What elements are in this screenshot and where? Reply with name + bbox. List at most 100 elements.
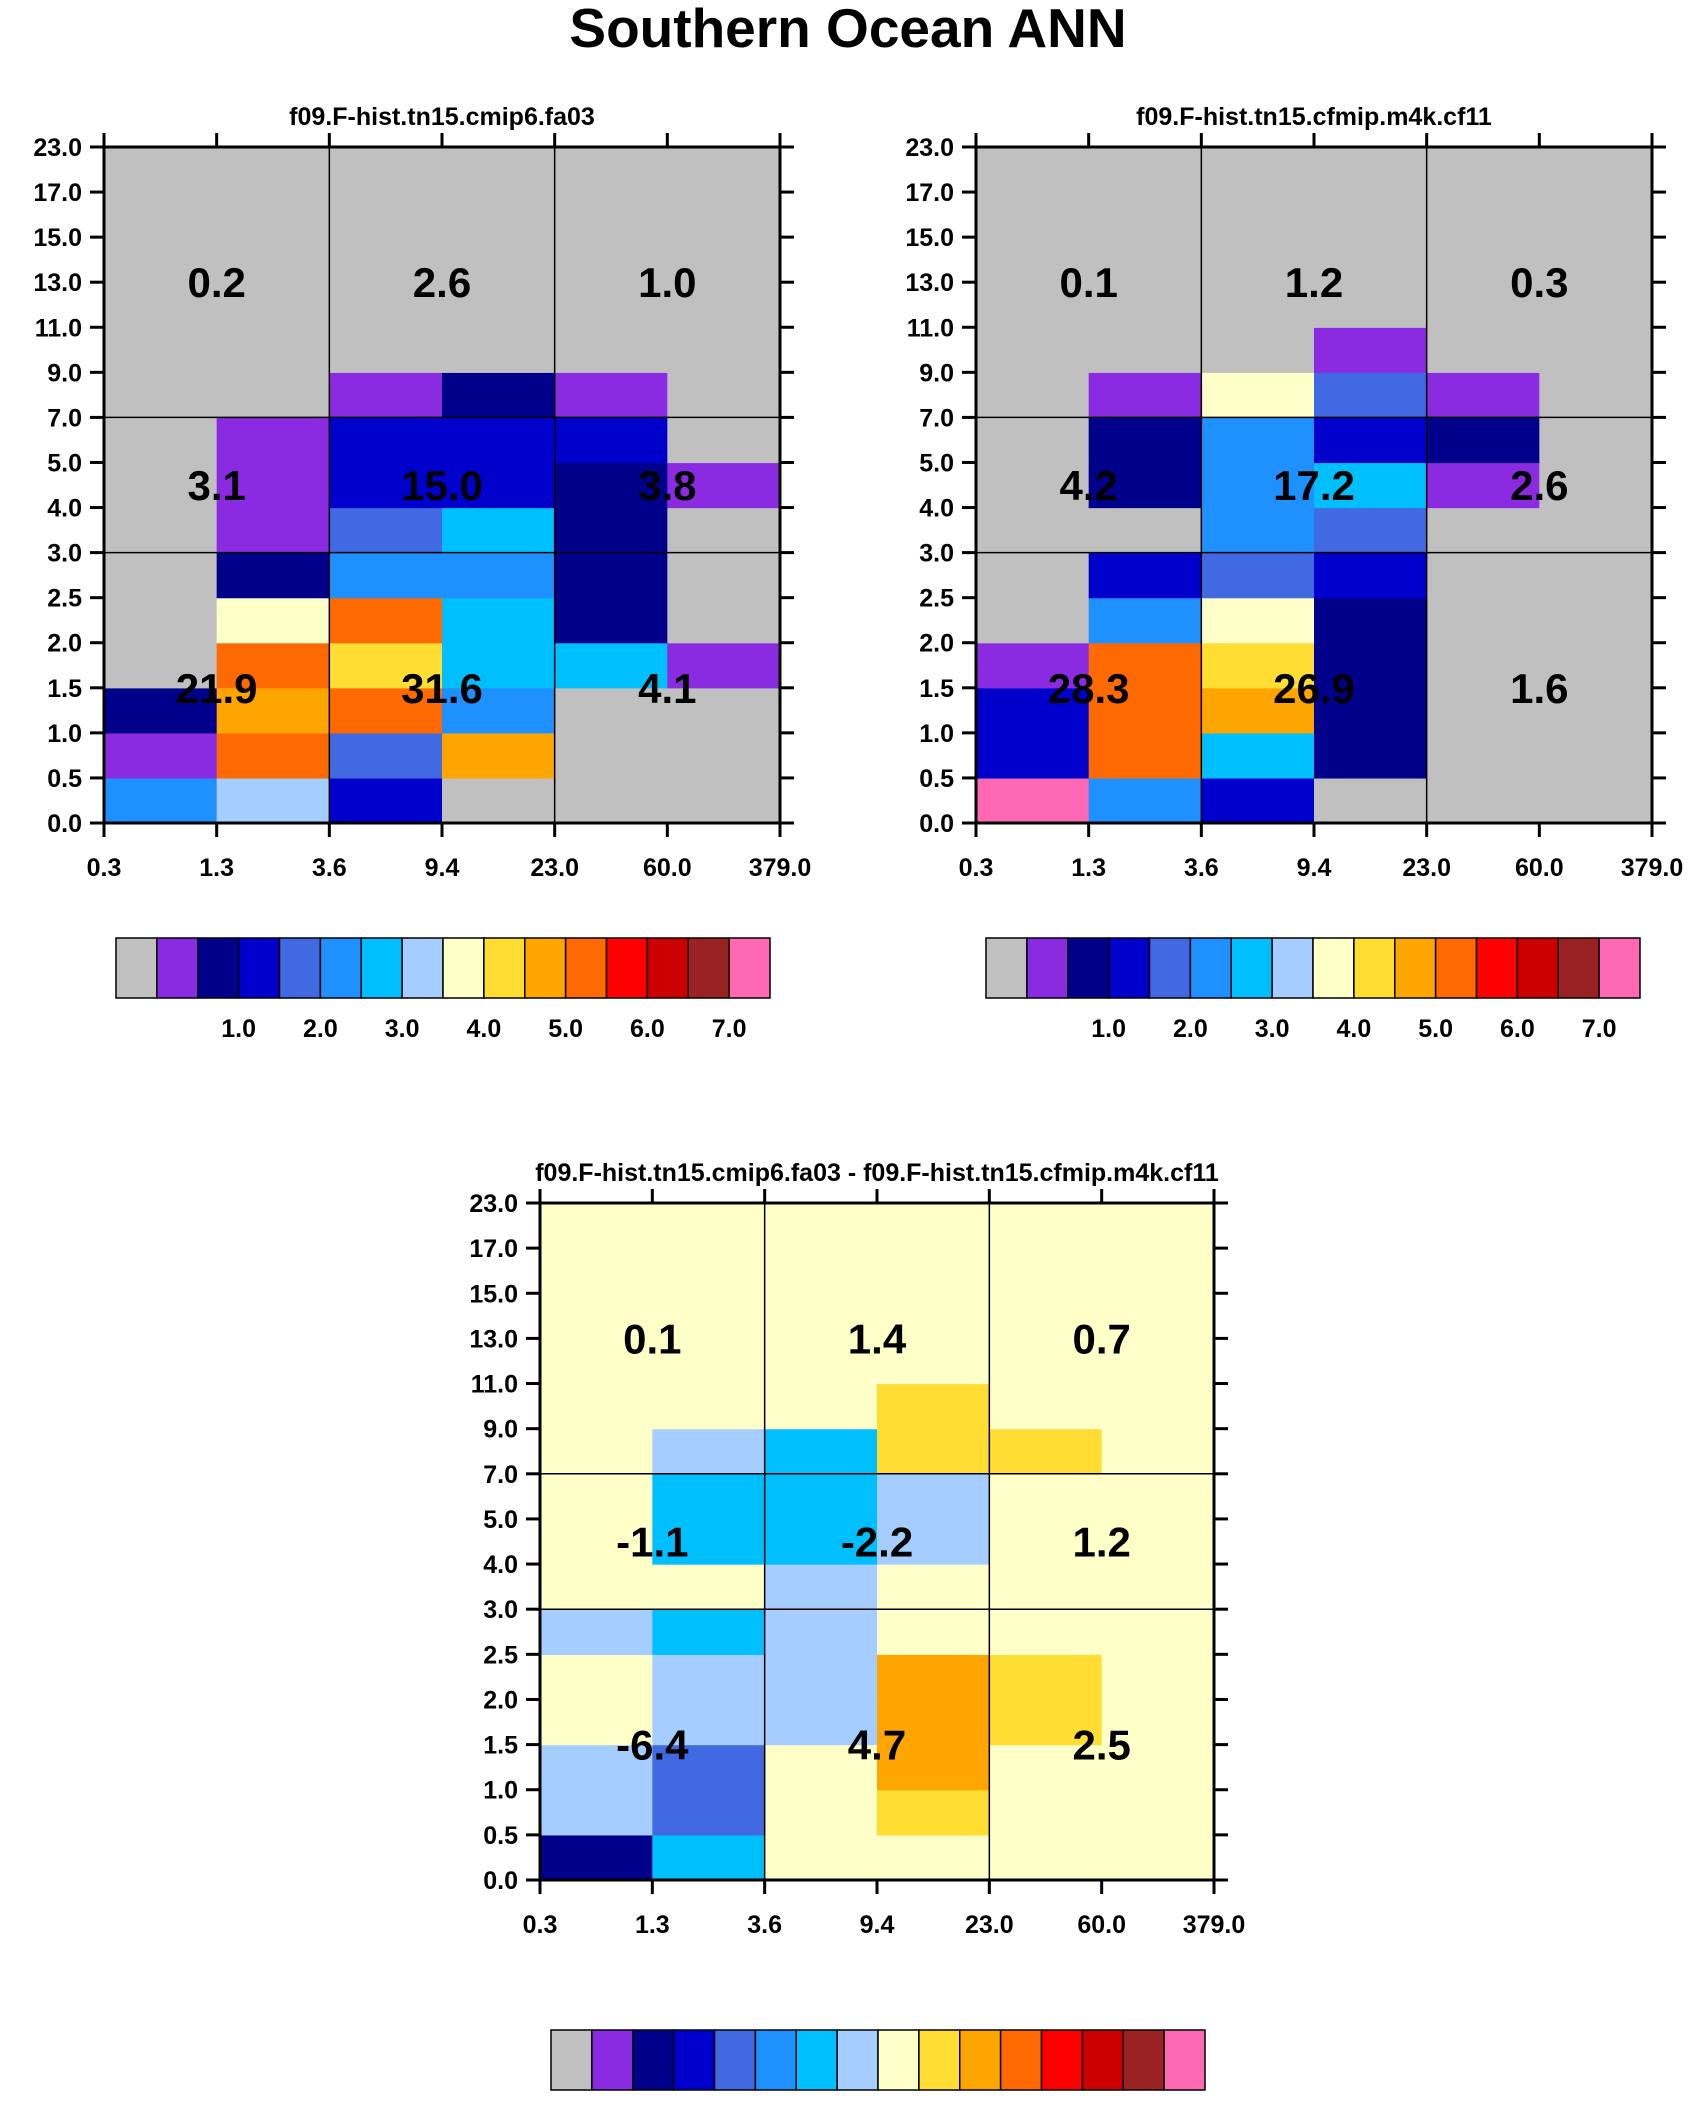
heatmap-cell [329,552,443,599]
heatmap-cell [540,1789,653,1836]
heatmap-cell [667,237,781,283]
heatmap-cell [329,282,443,328]
heatmap-cell [329,507,443,554]
heatmap-cell [554,507,668,554]
heatmap-cell [877,1473,990,1520]
y-tick-label: 17.0 [469,1235,518,1263]
heatmap-cell [442,642,556,689]
heatmap-cell [104,327,218,373]
y-tick-label: 15.0 [469,1280,518,1308]
heatmap-cell [1201,507,1315,554]
y-tick-label: 2.5 [47,585,82,613]
heatmap-cell [1539,372,1653,418]
y-tick-label: 5.0 [919,449,954,477]
heatmap-cell [989,1834,1103,1881]
heatmap-cell [877,1248,990,1294]
heatmap-cell [667,417,781,464]
heatmap-cell [764,1834,878,1881]
heatmap-cell [1201,777,1315,824]
heatmap-cell [216,687,330,734]
heatmap-cell [1088,732,1202,779]
colorbar-swatch [360,937,403,999]
heatmap-cell [667,327,781,373]
heatmap-cell [216,192,330,238]
colorbar-swatch [1434,937,1478,999]
heatmap-cell [1426,237,1540,283]
heatmap-cell [667,597,781,644]
heatmap-cell [877,1383,990,1430]
colorbar-swatch [591,2029,634,2091]
heatmap-cell [554,732,668,779]
heatmap-cell [1101,1383,1215,1430]
y-tick-label: 13.0 [905,269,954,297]
heatmap-cell [989,1744,1103,1791]
heatmap-cell [540,1428,653,1475]
block-value-label: 21.9 [176,665,258,712]
heatmap-cell [1101,1609,1215,1655]
heatmap-cell [989,1203,1103,1249]
heatmap-cell [1101,1293,1215,1339]
heatmap-cell [1539,642,1653,689]
y-tick-label: 11.0 [907,314,954,342]
heatmap-cell [1314,777,1428,824]
heatmap-cell [652,1654,766,1701]
colorbar-label: 3.0 [385,1015,420,1043]
x-tick-label: 3.6 [747,1911,782,1939]
heatmap-cell [216,777,330,824]
heatmap-cell [554,237,668,283]
heatmap-cell [104,732,218,779]
block-value-label: 2.6 [1510,462,1568,509]
heatmap-cell [1088,552,1202,599]
heatmap-cell [976,192,1090,238]
heatmap-cell [104,372,218,418]
block-value-label: 0.7 [1072,1315,1130,1362]
heatmap-cell [764,1473,878,1520]
heatmap-cell [216,327,330,373]
y-tick-label: 15.0 [33,224,82,252]
heatmap-cell [652,1744,766,1791]
heatmap-cell [104,777,218,824]
block-value-label: 0.1 [623,1315,681,1362]
heatmap-cell [989,1518,1103,1565]
heatmap-cell [1539,237,1653,283]
block-value-label: 28.3 [1048,665,1130,712]
y-tick-label: 23.0 [469,1190,518,1218]
heatmap-cell [1426,642,1540,689]
heatmap-cell [1426,732,1540,779]
colorbar-swatch [564,937,608,999]
heatmap-cell [1426,417,1540,464]
heatmap-cell [1088,597,1202,644]
panel-title: f09.F-hist.tn15.cfmip.m4k.cf11 [1136,103,1492,131]
heatmap-cell [652,1428,766,1475]
heatmap-cell [1088,147,1202,193]
y-tick-label: 5.0 [483,1506,518,1534]
y-tick-label: 13.0 [469,1325,518,1353]
colorbar-label: 3.0 [1255,1015,1290,1043]
heatmap-cell [1101,1654,1215,1701]
heatmap-cell [540,1383,653,1430]
heatmap-cell [554,597,668,644]
heatmap-cell [877,1564,990,1610]
heatmap-cell [667,687,781,734]
y-tick-label: 9.0 [483,1416,518,1444]
colorbar-swatch [1189,937,1232,999]
heatmap-cell [976,777,1090,824]
x-tick-label: 9.4 [860,1911,895,1939]
y-tick-label: 3.0 [47,540,82,568]
colorbar-swatch [278,937,322,999]
colorbar-swatch [877,2029,920,2091]
y-tick-label: 7.0 [483,1461,518,1489]
block-value-label: 31.6 [401,665,483,712]
heatmap-cell [540,1744,653,1791]
heatmap-cell [442,552,556,599]
heatmap-cell [764,1789,878,1836]
y-tick-label: 1.0 [483,1777,518,1805]
x-tick-label: 3.6 [1184,854,1219,882]
heatmap-cell [1539,462,1653,509]
heatmap-cell [216,642,330,689]
x-tick-label: 0.3 [523,1911,558,1939]
heatmap-cell [652,1473,766,1520]
panel-title: f09.F-hist.tn15.cmip6.fa03 - f09.F-hist.… [535,1159,1219,1187]
x-tick-label: 0.3 [959,854,994,882]
